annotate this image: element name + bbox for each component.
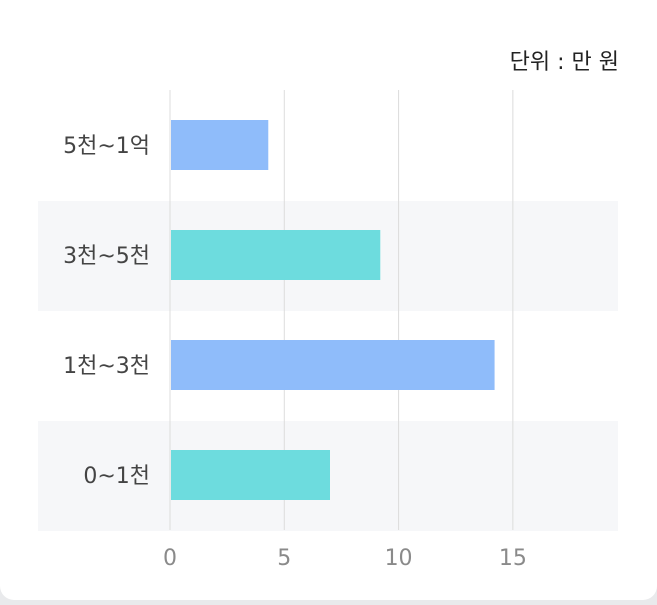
bar[interactable]: [171, 340, 495, 390]
x-tick-label: 0: [163, 546, 177, 571]
category-label: 1천~3천: [63, 354, 150, 379]
category-label: 3천~5천: [63, 244, 150, 269]
category-label: 5천~1억: [63, 134, 150, 159]
x-tick-label: 5: [277, 546, 291, 571]
bar[interactable]: [171, 230, 381, 280]
category-label: 0~1천: [83, 464, 150, 489]
x-tick-label: 10: [385, 546, 413, 571]
bar[interactable]: [171, 450, 330, 500]
x-tick-label: 15: [499, 546, 527, 571]
unit-label: 단위 : 만 원: [509, 50, 619, 75]
bar[interactable]: [171, 120, 269, 170]
